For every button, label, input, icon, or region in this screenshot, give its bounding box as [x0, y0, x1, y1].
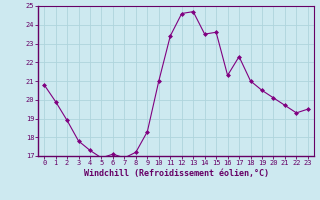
X-axis label: Windchill (Refroidissement éolien,°C): Windchill (Refroidissement éolien,°C): [84, 169, 268, 178]
